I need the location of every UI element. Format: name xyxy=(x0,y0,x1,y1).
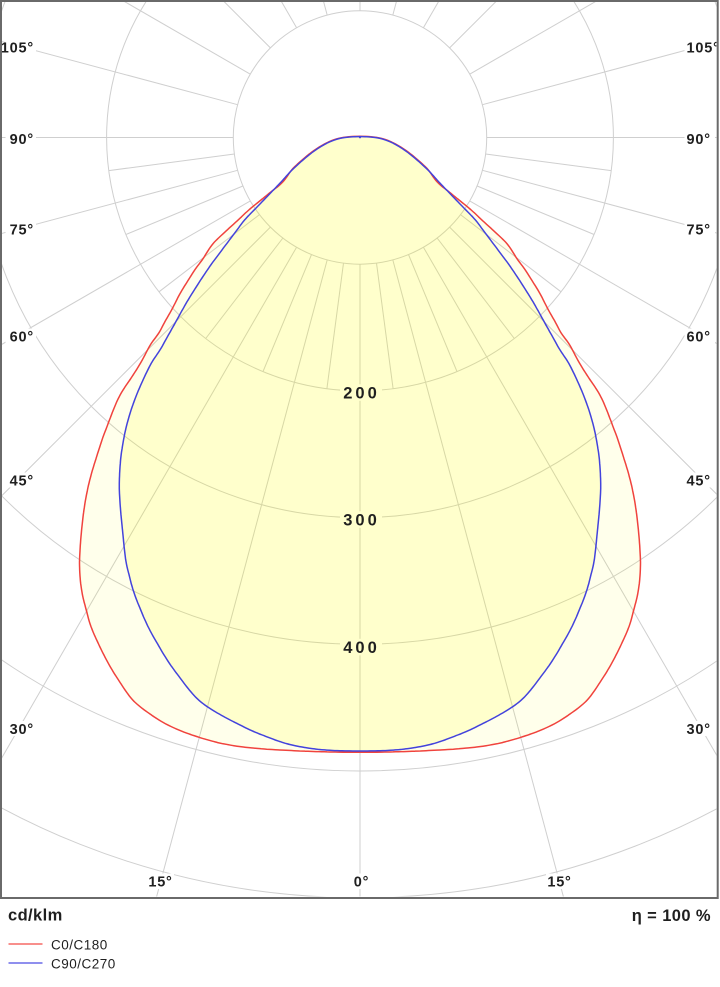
svg-text:15°: 15° xyxy=(148,875,172,891)
svg-text:105°: 105° xyxy=(1,40,34,56)
svg-text:C90/C270: C90/C270 xyxy=(51,956,116,971)
svg-text:200: 200 xyxy=(343,384,380,402)
svg-text:30°: 30° xyxy=(10,722,34,738)
svg-text:η = 100 %: η = 100 % xyxy=(632,907,711,925)
svg-text:30°: 30° xyxy=(687,722,711,738)
svg-text:90°: 90° xyxy=(10,132,34,148)
svg-text:105°: 105° xyxy=(687,40,720,56)
svg-text:0°: 0° xyxy=(354,875,369,891)
svg-text:cd/klm: cd/klm xyxy=(8,907,63,925)
svg-text:60°: 60° xyxy=(687,329,711,345)
svg-text:C0/C180: C0/C180 xyxy=(51,938,108,953)
svg-text:45°: 45° xyxy=(10,473,34,489)
svg-text:400: 400 xyxy=(343,639,380,657)
svg-text:90°: 90° xyxy=(687,132,711,148)
svg-text:60°: 60° xyxy=(10,329,34,345)
svg-text:300: 300 xyxy=(343,511,380,529)
svg-text:45°: 45° xyxy=(687,473,711,489)
svg-text:75°: 75° xyxy=(10,222,34,238)
svg-text:15°: 15° xyxy=(547,875,571,891)
svg-text:75°: 75° xyxy=(687,222,711,238)
